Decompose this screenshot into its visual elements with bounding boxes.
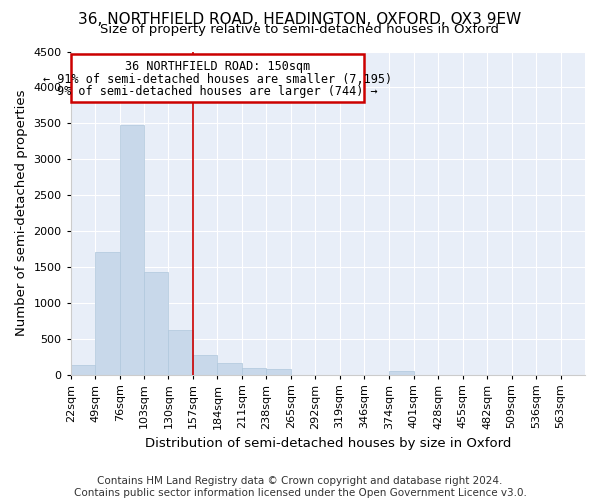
Bar — [169, 330, 193, 374]
Bar — [95, 252, 119, 374]
Bar — [193, 355, 217, 374]
Bar — [242, 368, 266, 374]
Bar — [389, 371, 414, 374]
Text: Size of property relative to semi-detached houses in Oxford: Size of property relative to semi-detach… — [101, 22, 499, 36]
Text: 36 NORTHFIELD ROAD: 150sqm: 36 NORTHFIELD ROAD: 150sqm — [125, 60, 310, 72]
Y-axis label: Number of semi-detached properties: Number of semi-detached properties — [15, 90, 28, 336]
Bar — [144, 272, 169, 374]
Bar — [119, 124, 144, 374]
Bar — [217, 363, 242, 374]
Text: Contains HM Land Registry data © Crown copyright and database right 2024.
Contai: Contains HM Land Registry data © Crown c… — [74, 476, 526, 498]
Bar — [266, 370, 291, 374]
X-axis label: Distribution of semi-detached houses by size in Oxford: Distribution of semi-detached houses by … — [145, 437, 511, 450]
Text: 36, NORTHFIELD ROAD, HEADINGTON, OXFORD, OX3 9EW: 36, NORTHFIELD ROAD, HEADINGTON, OXFORD,… — [79, 12, 521, 28]
Bar — [71, 54, 364, 102]
Text: ← 91% of semi-detached houses are smaller (7,195): ← 91% of semi-detached houses are smalle… — [43, 72, 392, 86]
Text: 9% of semi-detached houses are larger (744) →: 9% of semi-detached houses are larger (7… — [57, 85, 378, 98]
Bar — [71, 365, 95, 374]
